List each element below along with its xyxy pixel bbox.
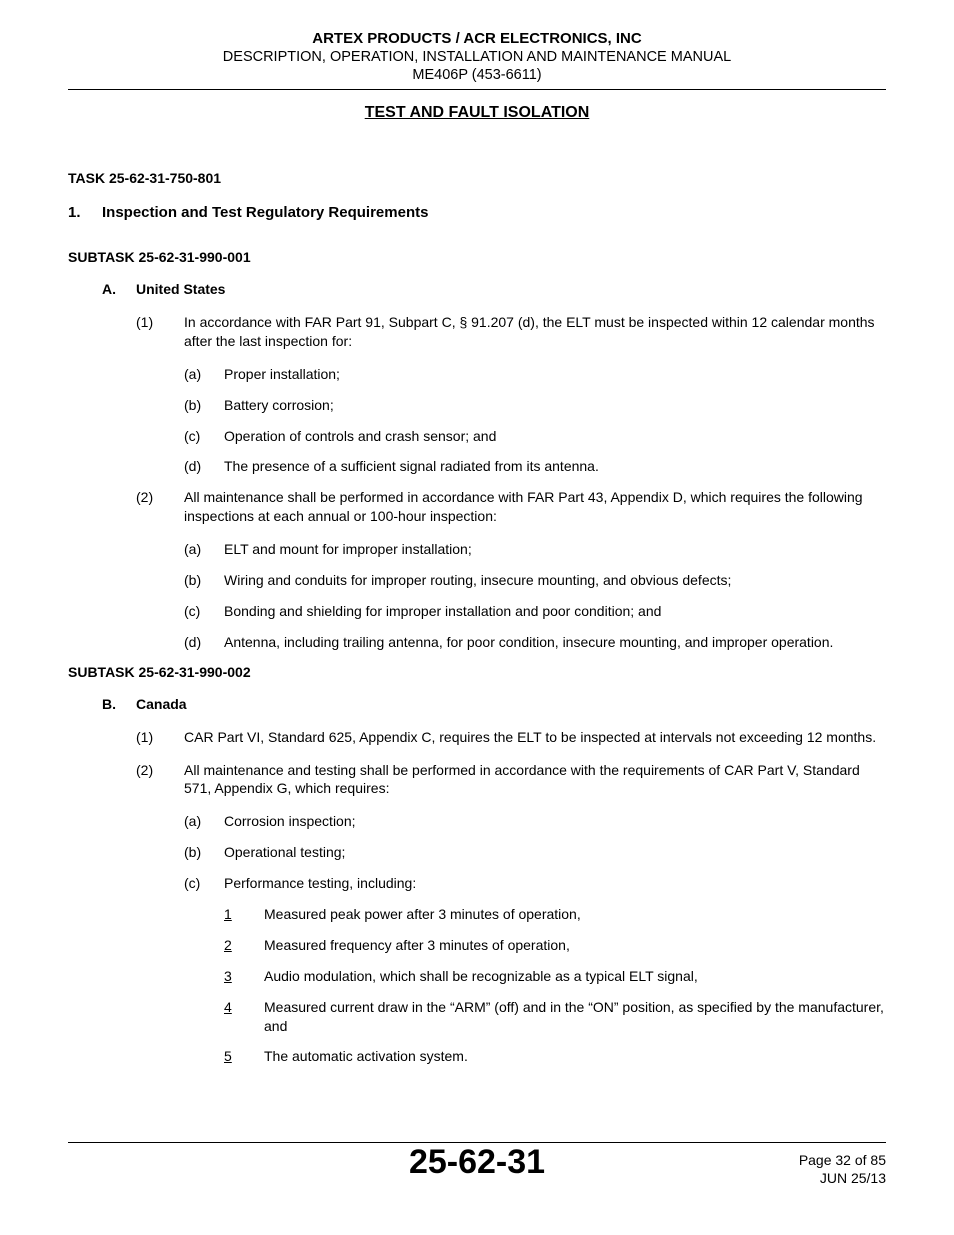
sub-letter: (a)	[184, 812, 224, 831]
item-b-2-c-2: 2Measured frequency after 3 minutes of o…	[224, 936, 886, 955]
sub-text: Corrosion inspection;	[224, 812, 356, 831]
sub-letter: (a)	[184, 365, 224, 384]
heading-1: 1. Inspection and Test Regulatory Requir…	[68, 204, 886, 221]
section-b-title: Canada	[136, 696, 187, 712]
footer-right: Page 32 of 85 JUN 25/13	[799, 1151, 886, 1187]
sub-text: Battery corrosion;	[224, 396, 334, 415]
item-num: (2)	[136, 488, 184, 526]
subsub-text: Audio modulation, which shall be recogni…	[264, 967, 698, 986]
subsub-num: 5	[224, 1047, 264, 1066]
item-num: (2)	[136, 761, 184, 799]
item-a-2-c: (c)Bonding and shielding for improper in…	[184, 602, 886, 621]
sub-letter: (c)	[184, 602, 224, 621]
sub-text: The presence of a sufficient signal radi…	[224, 457, 599, 476]
heading-1-text: Inspection and Test Regulatory Requireme…	[102, 204, 428, 221]
sub-text: ELT and mount for improper installation;	[224, 540, 472, 559]
sub-letter: (d)	[184, 633, 224, 652]
item-b-2-b: (b)Operational testing;	[184, 843, 886, 862]
item-a-1-b: (b)Battery corrosion;	[184, 396, 886, 415]
task-id: TASK 25-62-31-750-801	[68, 170, 886, 186]
sub-text: Proper installation;	[224, 365, 340, 384]
sub-letter: (a)	[184, 540, 224, 559]
sub-letter: (c)	[184, 427, 224, 446]
section-title: TEST AND FAULT ISOLATION	[68, 104, 886, 122]
section-a-letter: A.	[102, 281, 136, 297]
section-b: B. Canada	[102, 696, 886, 712]
sub-text: Operational testing;	[224, 843, 345, 862]
item-a-2: (2) All maintenance shall be performed i…	[136, 488, 886, 526]
footer-date: JUN 25/13	[799, 1169, 886, 1187]
header-rule	[68, 89, 886, 90]
item-b-2-c: (c)Performance testing, including:	[184, 874, 886, 893]
item-a-1-a: (a)Proper installation;	[184, 365, 886, 384]
sub-letter: (c)	[184, 874, 224, 893]
sub-letter: (d)	[184, 457, 224, 476]
sub-letter: (b)	[184, 843, 224, 862]
header-company: ARTEX PRODUCTS / ACR ELECTRONICS, INC	[68, 30, 886, 47]
subtask-2: SUBTASK 25-62-31-990-002	[68, 664, 886, 680]
footer-code: 25-62-31	[409, 1143, 545, 1182]
item-a-1-d: (d)The presence of a sufficient signal r…	[184, 457, 886, 476]
item-text: All maintenance and testing shall be per…	[184, 761, 886, 799]
subsub-text: Measured current draw in the “ARM” (off)…	[264, 998, 886, 1036]
item-b-1: (1) CAR Part VI, Standard 625, Appendix …	[136, 728, 886, 747]
item-text: CAR Part VI, Standard 625, Appendix C, r…	[184, 728, 876, 747]
item-num: (1)	[136, 313, 184, 351]
sub-letter: (b)	[184, 396, 224, 415]
item-b-2-c-3: 3Audio modulation, which shall be recogn…	[224, 967, 886, 986]
page-footer: 25-62-31 Page 32 of 85 JUN 25/13	[68, 1147, 886, 1201]
item-text: All maintenance shall be performed in ac…	[184, 488, 886, 526]
item-b-2-c-4: 4Measured current draw in the “ARM” (off…	[224, 998, 886, 1036]
item-a-2-b: (b)Wiring and conduits for improper rout…	[184, 571, 886, 590]
sub-text: Wiring and conduits for improper routing…	[224, 571, 731, 590]
subsub-num: 4	[224, 998, 264, 1036]
sub-text: Bonding and shielding for improper insta…	[224, 602, 661, 621]
item-b-2-c-5: 5The automatic activation system.	[224, 1047, 886, 1066]
section-a: A. United States	[102, 281, 886, 297]
subsub-text: The automatic activation system.	[264, 1047, 468, 1066]
header-manual-title: DESCRIPTION, OPERATION, INSTALLATION AND…	[68, 49, 886, 65]
header-model: ME406P (453-6611)	[68, 67, 886, 83]
item-b-2-c-1: 1Measured peak power after 3 minutes of …	[224, 905, 886, 924]
section-b-letter: B.	[102, 696, 136, 712]
item-text: In accordance with FAR Part 91, Subpart …	[184, 313, 886, 351]
sub-text: Operation of controls and crash sensor; …	[224, 427, 496, 446]
subsub-text: Measured frequency after 3 minutes of op…	[264, 936, 570, 955]
item-a-2-a: (a)ELT and mount for improper installati…	[184, 540, 886, 559]
section-a-title: United States	[136, 281, 225, 297]
item-a-2-d: (d)Antenna, including trailing antenna, …	[184, 633, 886, 652]
subtask-1: SUBTASK 25-62-31-990-001	[68, 249, 886, 265]
subsub-num: 3	[224, 967, 264, 986]
subsub-text: Measured peak power after 3 minutes of o…	[264, 905, 581, 924]
sub-text: Antenna, including trailing antenna, for…	[224, 633, 833, 652]
subsub-num: 1	[224, 905, 264, 924]
item-b-2: (2) All maintenance and testing shall be…	[136, 761, 886, 799]
item-num: (1)	[136, 728, 184, 747]
sub-letter: (b)	[184, 571, 224, 590]
sub-text: Performance testing, including:	[224, 874, 416, 893]
footer-page: Page 32 of 85	[799, 1151, 886, 1169]
item-b-2-a: (a)Corrosion inspection;	[184, 812, 886, 831]
page-header: ARTEX PRODUCTS / ACR ELECTRONICS, INC DE…	[68, 30, 886, 83]
subsub-num: 2	[224, 936, 264, 955]
heading-1-num: 1.	[68, 204, 102, 221]
item-a-1: (1) In accordance with FAR Part 91, Subp…	[136, 313, 886, 351]
item-a-1-c: (c)Operation of controls and crash senso…	[184, 427, 886, 446]
